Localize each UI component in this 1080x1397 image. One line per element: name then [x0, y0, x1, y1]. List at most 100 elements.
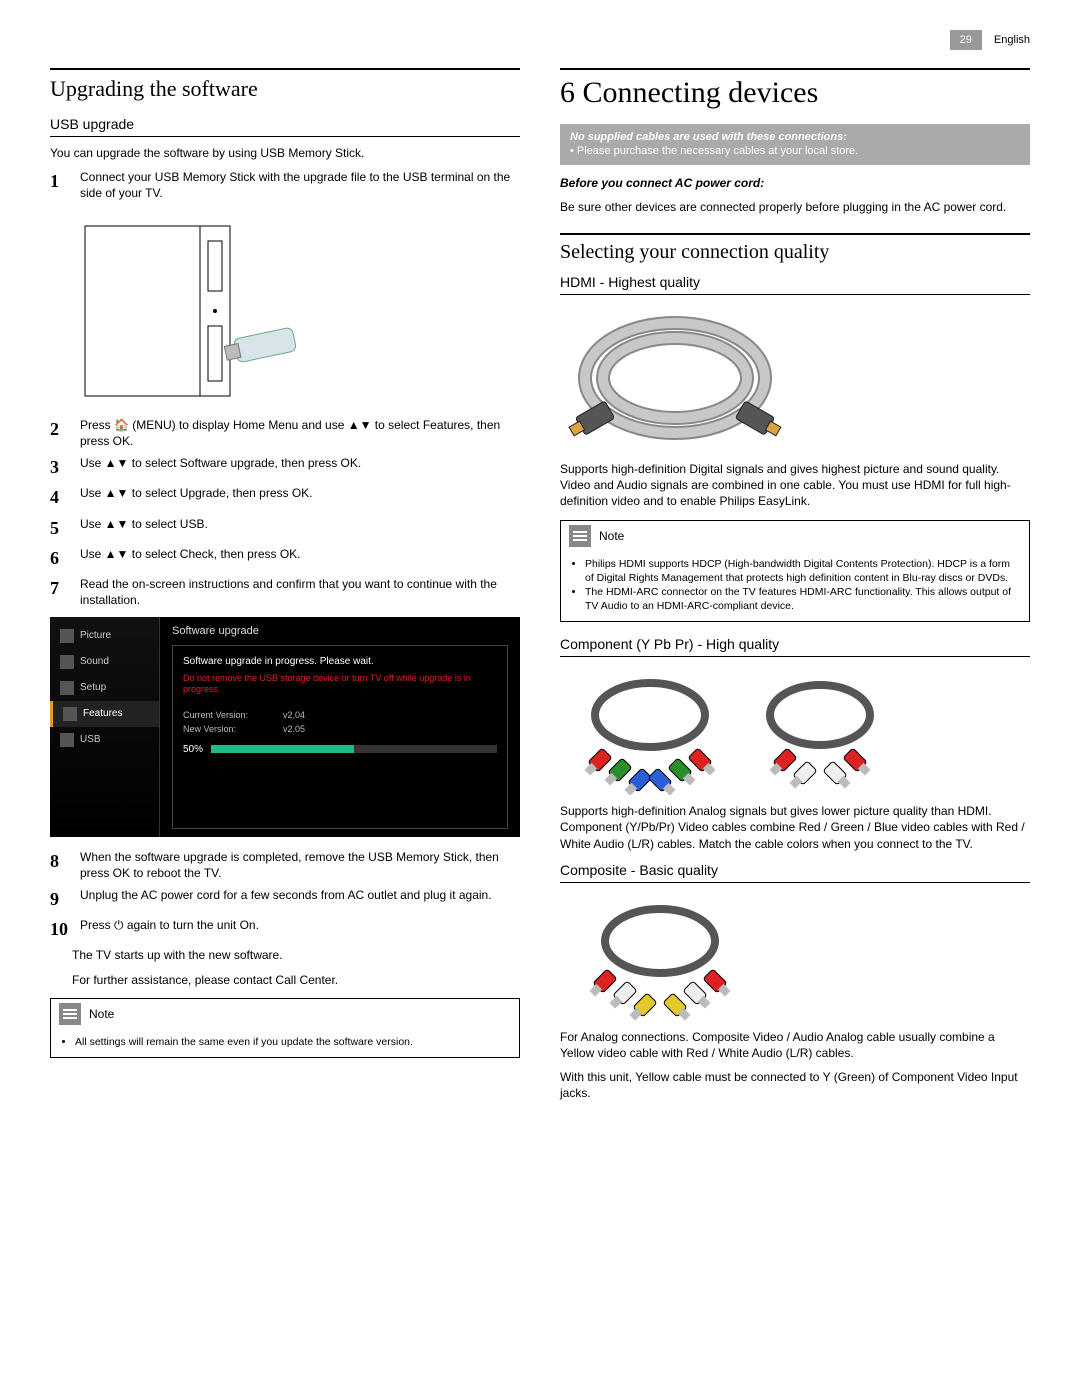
step-item: 5 Use ▲▼ to select USB. — [50, 516, 520, 540]
hdmi-cable-figure — [560, 303, 1030, 453]
sidebar-label: Sound — [80, 656, 109, 667]
step-text: Unplug the AC power cord for a few secon… — [80, 887, 492, 911]
version-label: New Version: — [183, 724, 263, 734]
sidebar-label: USB — [80, 734, 101, 745]
page-number: 29 — [950, 30, 982, 50]
steps-list: 1 Connect your USB Memory Stick with the… — [50, 169, 520, 201]
note-label: Note — [89, 1007, 114, 1021]
step-item: 2Press 🏠 (MENU) to display Home Menu and… — [50, 417, 520, 449]
before-ac-text: Be sure other devices are connected prop… — [560, 199, 1030, 215]
sidebar-item-usb: USB — [50, 727, 159, 753]
component-text: Supports high-definition Analog signals … — [560, 803, 1030, 852]
step-number: 7 — [50, 576, 72, 608]
component-heading: Component (Y Pb Pr) - High quality — [560, 636, 1030, 657]
note-icon — [569, 525, 591, 547]
composite-text-2: With this unit, Yellow cable must be con… — [560, 1069, 1030, 1101]
steps-list-2: 8When the software upgrade is completed,… — [50, 849, 520, 942]
left-column: Upgrading the software USB upgrade You c… — [50, 68, 520, 1110]
note-item: Philips HDMI supports HDCP (High-bandwid… — [585, 557, 1019, 585]
version-row: Current Version:v2.04 — [183, 710, 497, 720]
step-text: Use ▲▼ to select USB. — [80, 516, 208, 540]
hdmi-text: Supports high-definition Digital signals… — [560, 461, 1030, 510]
setup-icon — [60, 681, 74, 695]
note-list: Philips HDMI supports HDCP (High-bandwid… — [561, 551, 1029, 622]
tv-screenshot: Picture Sound Setup Features USB Softwar… — [50, 617, 520, 837]
composite-text-1: For Analog connections. Composite Video … — [560, 1029, 1030, 1061]
step-item: 1 Connect your USB Memory Stick with the… — [50, 169, 520, 201]
sidebar-item-picture: Picture — [50, 623, 159, 649]
version-value: v2.05 — [283, 724, 305, 734]
progress-fill — [211, 745, 354, 753]
tv-panel-title: Software upgrade — [172, 625, 508, 637]
hdmi-heading: HDMI - Highest quality — [560, 274, 1030, 295]
step-item: 8When the software upgrade is completed,… — [50, 849, 520, 881]
step-item: 6 Use ▲▼ to select Check, then press OK. — [50, 546, 520, 570]
tv-sidebar: Picture Sound Setup Features USB — [50, 617, 160, 837]
note-item: The HDMI-ARC connector on the TV feature… — [585, 585, 1019, 613]
hdmi-note-box: Note Philips HDMI supports HDCP (High-ba… — [560, 520, 1030, 623]
step-text: Use ▲▼ to select Upgrade, then press OK. — [80, 485, 313, 509]
usb-intro-text: You can upgrade the software by using US… — [50, 145, 520, 161]
sidebar-label: Picture — [80, 630, 111, 641]
component-cable-figure — [560, 665, 1030, 795]
usb-upgrade-heading: USB upgrade — [50, 116, 520, 137]
sound-icon — [60, 655, 74, 669]
note-header: Note — [51, 999, 519, 1029]
version-row: New Version: v2.05 — [183, 724, 497, 734]
step-item: 3 Use ▲▼ to select Software upgrade, then… — [50, 455, 520, 479]
warning-body: • Please purchase the necessary cables a… — [570, 144, 1020, 158]
usb-tv-figure — [80, 216, 310, 406]
connection-quality-title: Selecting your connection quality — [560, 233, 1030, 264]
note-label: Note — [599, 529, 624, 543]
two-column-layout: Upgrading the software USB upgrade You c… — [50, 68, 1030, 1110]
tv-msg-wait: Software upgrade in progress. Please wai… — [183, 656, 497, 667]
composite-heading: Composite - Basic quality — [560, 862, 1030, 883]
step-number: 6 — [50, 546, 72, 570]
sidebar-label: Features — [83, 708, 122, 719]
chapter-title: 6 Connecting devices — [560, 68, 1030, 110]
page-language: English — [994, 34, 1030, 46]
step-text: Press 🏠 (MENU) to display Home Menu and … — [80, 417, 520, 449]
usb-icon — [60, 733, 74, 747]
page-header: 29 English — [50, 30, 1030, 50]
right-column: 6 Connecting devices No supplied cables … — [560, 68, 1030, 1110]
step-number: 5 — [50, 516, 72, 540]
note-icon — [59, 1003, 81, 1025]
features-icon — [63, 707, 77, 721]
note-list: All settings will remain the same even i… — [51, 1029, 519, 1057]
step-number: 10 — [50, 917, 72, 941]
step-text: When the software upgrade is completed, … — [80, 849, 520, 881]
progress-bar — [211, 745, 497, 753]
sidebar-item-sound: Sound — [50, 649, 159, 675]
note-box: Note All settings will remain the same e… — [50, 998, 520, 1058]
step-text: Read the on-screen instructions and conf… — [80, 576, 520, 608]
step-item: 10 Press ⏻ again to turn the unit On. — [50, 917, 520, 941]
step-text: Connect your USB Memory Stick with the u… — [80, 169, 520, 201]
sidebar-item-features: Features — [50, 701, 159, 727]
warning-title: No supplied cables are used with these c… — [570, 130, 1020, 144]
step-number: 3 — [50, 455, 72, 479]
progress-wrap: 50% — [183, 744, 497, 755]
tv-progress-panel: Software upgrade in progress. Please wai… — [172, 645, 508, 829]
step-item: 9 Unplug the AC power cord for a few seco… — [50, 887, 520, 911]
step-text: Use ▲▼ to select Check, then press OK. — [80, 546, 301, 570]
composite-cable-figure — [560, 891, 1030, 1021]
progress-label: 50% — [183, 744, 203, 755]
tv-msg-warning: Do not remove the USB storage device or … — [183, 673, 497, 696]
step-number: 8 — [50, 849, 72, 881]
step-text: Use ▲▼ to select Software upgrade, then … — [80, 455, 361, 479]
step-text: Press ⏻ again to turn the unit On. — [80, 917, 259, 941]
step-number: 4 — [50, 485, 72, 509]
sidebar-label: Setup — [80, 682, 106, 693]
before-ac-title: Before you connect AC power cord: — [560, 175, 1030, 191]
step-item: 4 Use ▲▼ to select Upgrade, then press OK… — [50, 485, 520, 509]
step-item: 7Read the on-screen instructions and con… — [50, 576, 520, 608]
sidebar-item-setup: Setup — [50, 675, 159, 701]
version-value: v2.04 — [283, 710, 305, 720]
after-step-text: For further assistance, please contact C… — [72, 972, 520, 988]
note-item: All settings will remain the same even i… — [75, 1035, 509, 1049]
note-header: Note — [561, 521, 1029, 551]
step-number: 1 — [50, 169, 72, 201]
warning-box: No supplied cables are used with these c… — [560, 124, 1030, 165]
step-number: 9 — [50, 887, 72, 911]
